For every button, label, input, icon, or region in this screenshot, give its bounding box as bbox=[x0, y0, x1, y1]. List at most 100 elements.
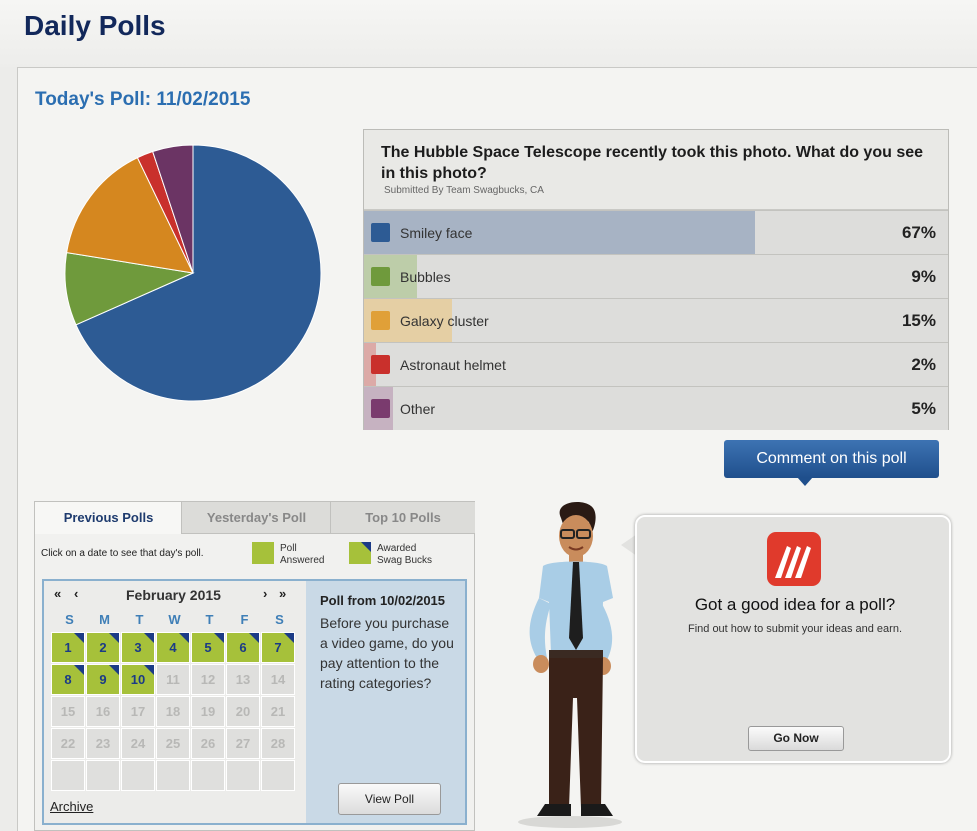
calendar-day[interactable]: 5 bbox=[191, 632, 225, 663]
page-header: Daily Polls bbox=[0, 0, 977, 67]
weekday-label: W bbox=[168, 612, 181, 627]
calendar-day: 16 bbox=[86, 696, 120, 727]
poll-from-title: Poll from 10/02/2015 bbox=[320, 593, 446, 608]
legend-awarded-line2: Swag Bucks bbox=[377, 555, 433, 566]
awarded-corner-icon bbox=[249, 633, 259, 643]
calendar-day-number: 18 bbox=[165, 704, 181, 719]
view-poll-button[interactable]: View Poll bbox=[338, 783, 441, 815]
calendar-day-number: 24 bbox=[130, 736, 146, 751]
idea-box-title: Got a good idea for a poll? bbox=[694, 595, 896, 614]
calendar-day bbox=[121, 760, 155, 791]
calendar-day-number: 23 bbox=[95, 736, 111, 751]
calendar-day: 14 bbox=[261, 664, 295, 695]
go-now-button[interactable]: Go Now bbox=[748, 726, 844, 751]
weekday-label: T bbox=[135, 612, 144, 627]
idea-box-subtitle: Find out how to submit your ideas and ea… bbox=[687, 623, 902, 635]
calendar-day: 20 bbox=[226, 696, 260, 727]
mascot-illustration bbox=[518, 502, 622, 828]
calendar-day-number: 6 bbox=[239, 640, 247, 655]
calendar-day-number: 7 bbox=[274, 640, 282, 655]
swagbucks-logo-icon bbox=[767, 532, 821, 586]
archive-link[interactable]: Archive bbox=[50, 799, 94, 814]
calendar-day bbox=[191, 760, 225, 791]
poll-option-swatch bbox=[371, 311, 390, 330]
pie-slice-other bbox=[152, 144, 194, 274]
poll-option-label: Smiley face bbox=[400, 225, 473, 241]
tab-previous-polls[interactable]: Previous Polls bbox=[35, 502, 182, 534]
calendar-day-number: 26 bbox=[200, 736, 216, 751]
calendar-day[interactable]: 4 bbox=[156, 632, 190, 663]
tab-yesterdays-poll[interactable]: Yesterday's Poll bbox=[181, 502, 331, 534]
last-month-button[interactable]: » bbox=[279, 586, 287, 601]
poll-question-header: The Hubble Space Telescope recently took… bbox=[364, 130, 948, 210]
calendar-day bbox=[261, 760, 295, 791]
awarded-corner-icon bbox=[74, 665, 84, 675]
calendar-day-number: 17 bbox=[130, 704, 146, 719]
awarded-corner-icon bbox=[109, 633, 119, 643]
weekday-label: S bbox=[275, 612, 284, 627]
weekday-label: S bbox=[65, 612, 74, 627]
calendar-day[interactable]: 9 bbox=[86, 664, 120, 695]
poll-results-pie-chart bbox=[64, 144, 322, 402]
calendar-day: 15 bbox=[51, 696, 85, 727]
calendar-month-label: February 2015 bbox=[126, 587, 221, 603]
calendar-day: 27 bbox=[226, 728, 260, 759]
calendar-day-number: 27 bbox=[235, 736, 251, 751]
poll-option-swatch bbox=[371, 355, 390, 374]
awarded-corner-icon bbox=[74, 633, 84, 643]
weekday-label: T bbox=[205, 612, 214, 627]
poll-option-row: Smiley face 67% bbox=[364, 210, 948, 254]
calendar-day: 22 bbox=[51, 728, 85, 759]
pie-slice-galaxy-cluster bbox=[66, 157, 194, 274]
poll-question-box: The Hubble Space Telescope recently took… bbox=[363, 129, 949, 430]
poll-option-bar bbox=[364, 211, 756, 254]
first-month-button[interactable]: « bbox=[54, 586, 62, 601]
calendar-day[interactable]: 3 bbox=[121, 632, 155, 663]
poll-option-percent: 9% bbox=[911, 267, 936, 286]
calendar-day: 17 bbox=[121, 696, 155, 727]
weekday-label: F bbox=[240, 612, 249, 627]
comment-button-tail bbox=[797, 477, 813, 486]
calendar-day-number: 9 bbox=[99, 672, 107, 687]
awarded-corner-icon bbox=[109, 665, 119, 675]
awarded-corner-icon bbox=[361, 542, 371, 552]
calendar-day-number: 20 bbox=[235, 704, 251, 719]
poll-option-percent: 5% bbox=[911, 399, 936, 418]
poll-question-text: The Hubble Space Telescope recently took… bbox=[381, 144, 924, 182]
calendar-day[interactable]: 7 bbox=[261, 632, 295, 663]
legend-answered-swatch bbox=[252, 542, 274, 564]
calendar-day: 12 bbox=[191, 664, 225, 695]
calendar-day bbox=[156, 760, 190, 791]
comment-on-poll-button[interactable]: Comment on this poll bbox=[724, 440, 939, 478]
poll-submitted-by: Submitted By Team Swagbucks, CA bbox=[384, 185, 544, 196]
awarded-corner-icon bbox=[144, 633, 154, 643]
calendar-day-number: 14 bbox=[270, 672, 286, 687]
tab-top-10-polls[interactable]: Top 10 Polls bbox=[330, 502, 475, 534]
calendar-day[interactable]: 1 bbox=[51, 632, 85, 663]
calendar-day[interactable]: 2 bbox=[86, 632, 120, 663]
calendar-day-number: 3 bbox=[134, 640, 142, 655]
calendar-day[interactable]: 10 bbox=[121, 664, 155, 695]
poll-option-swatch bbox=[371, 399, 390, 418]
calendar-day bbox=[51, 760, 85, 791]
awarded-corner-icon bbox=[144, 665, 154, 675]
calendar-day bbox=[226, 760, 260, 791]
calendar-day[interactable]: 6 bbox=[226, 632, 260, 663]
calendar-day: 13 bbox=[226, 664, 260, 695]
calendar-hint: Click on a date to see that day's poll. bbox=[41, 548, 204, 559]
poll-option-swatch bbox=[371, 223, 390, 242]
awarded-corner-icon bbox=[284, 633, 294, 643]
prev-month-button[interactable]: ‹ bbox=[74, 586, 79, 601]
poll-option-swatch bbox=[371, 267, 390, 286]
poll-option-row: Other 5% bbox=[364, 386, 948, 430]
awarded-corner-icon bbox=[179, 633, 189, 643]
next-month-button[interactable]: › bbox=[263, 586, 268, 601]
calendar-day: 28 bbox=[261, 728, 295, 759]
poll-option-percent: 2% bbox=[911, 355, 936, 374]
calendar-day[interactable]: 8 bbox=[51, 664, 85, 695]
calendar-day-number: 21 bbox=[270, 704, 286, 719]
calendar-day: 25 bbox=[156, 728, 190, 759]
awarded-corner-icon bbox=[214, 633, 224, 643]
calendar-day-number: 2 bbox=[99, 640, 107, 655]
legend-awarded-line1: Awarded bbox=[377, 543, 417, 554]
